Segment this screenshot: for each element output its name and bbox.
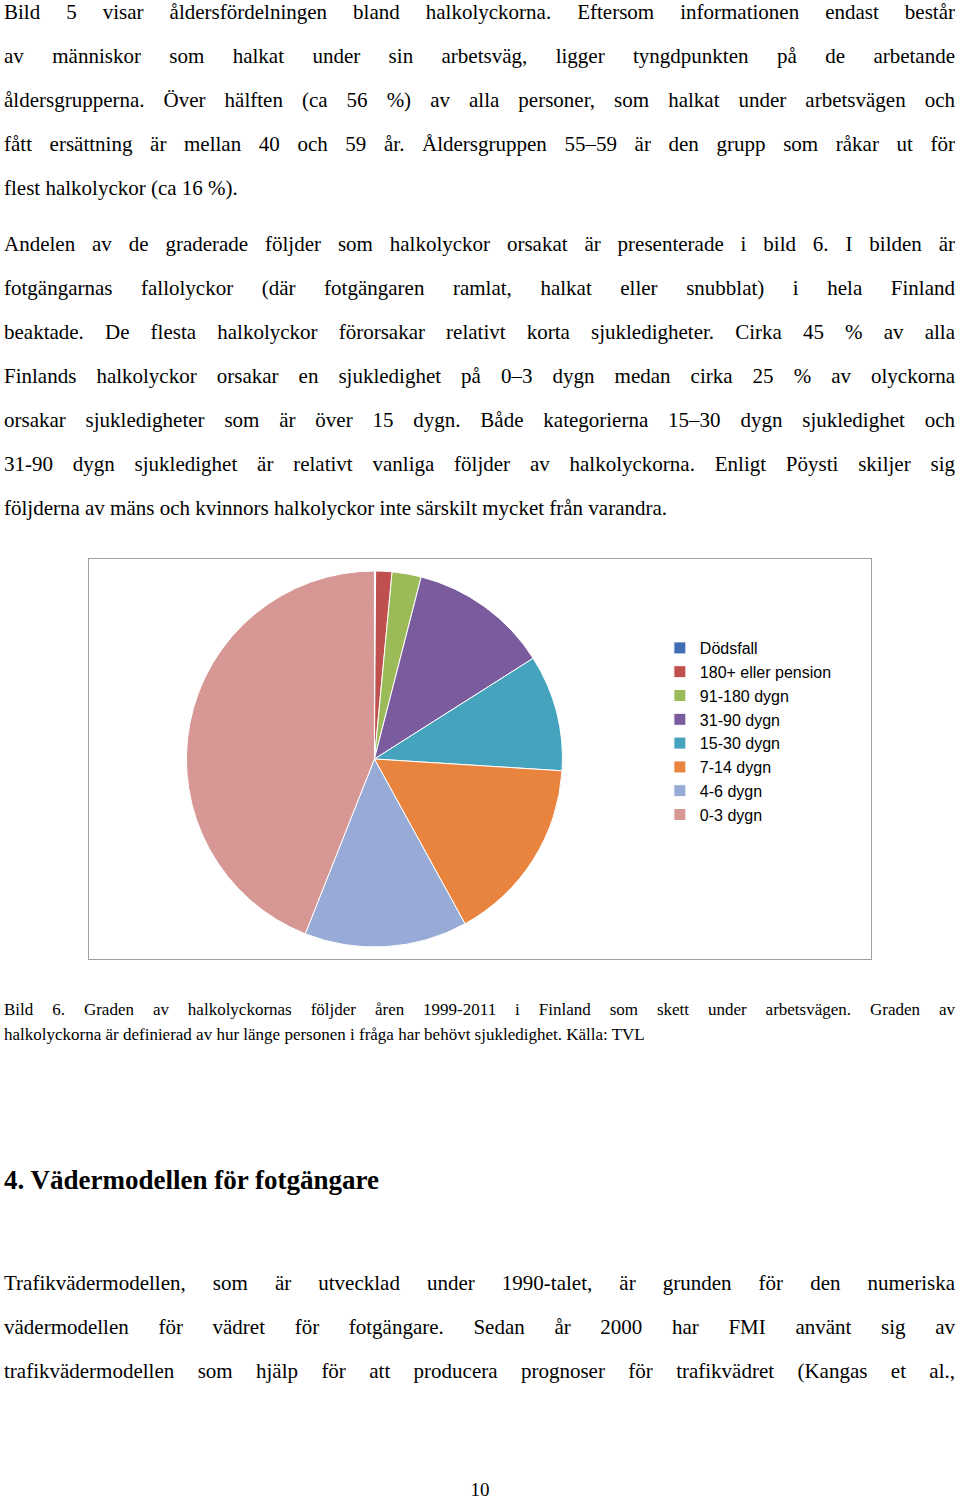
html-text:följderna av mäns och kvinnors: följderna av mäns och kvinnors halkolyck…: [4, 496, 667, 520]
html-text:fotgängarnas fallolyckor (där: fotgängarnas fallolyckor (där fotgängare…: [4, 276, 955, 300]
html-text:åldersgrupperna. Över hälften: åldersgrupperna. Över hälften (ca 56 %) …: [4, 88, 955, 112]
html-text:10: 10: [470, 1479, 490, 1499]
html-text:vädermodellen för vädret för f: vädermodellen för vädret för fotgängare.…: [4, 1315, 955, 1339]
html-text:orsakar sjukledigheter som är: orsakar sjukledigheter som är över 15 dy…: [4, 408, 955, 432]
svg-text:Dödsfall: Dödsfall: [700, 640, 758, 657]
svg-text:4-6 dygn: 4-6 dygn: [700, 783, 762, 800]
html-text:trafikvädermodellen som hjälp: trafikvädermodellen som hjälp för att pr…: [4, 1359, 955, 1383]
svg-text:180+ eller pension: 180+ eller pension: [700, 664, 831, 681]
html-text:fått ersättning är mellan 40 o: fått ersättning är mellan 40 och 59 år. …: [4, 132, 955, 156]
html-text:4. Vädermodellen för fotgängar: 4. Vädermodellen för fotgängare: [4, 1165, 379, 1195]
html-text:Bild 5 visar åldersfördelninge: Bild 5 visar åldersfördelningen bland ha…: [4, 0, 955, 24]
html-text:beaktade. De flesta halkolycko: beaktade. De flesta halkolyckor förorsak…: [4, 320, 955, 344]
svg-text:91-180 dygn: 91-180 dygn: [700, 688, 789, 705]
html-text:Finlands halkolyckor orsakar e: Finlands halkolyckor orsakar en sjukledi…: [4, 364, 955, 388]
html-text:31-90 dygn sjukledighet är rel: 31-90 dygn sjukledighet är relativt vanl…: [4, 452, 955, 476]
html-text:av människor som halkat under: av människor som halkat under sin arbets…: [4, 44, 955, 68]
html-text:Bild 6. Graden av halkolyckorn: Bild 6. Graden av halkolyckornas följder…: [4, 1000, 955, 1019]
html-text:Andelen av de graderade följde: Andelen av de graderade följder som halk…: [4, 232, 955, 256]
svg-text:7-14 dygn: 7-14 dygn: [700, 759, 771, 776]
svg-text:15-30 dygn: 15-30 dygn: [700, 735, 780, 752]
html-text:flest halkolyckor (ca 16 %).: flest halkolyckor (ca 16 %).: [4, 176, 238, 200]
html-text:halkolyckorna är definierad av: halkolyckorna är definierad av hur länge…: [4, 1025, 645, 1044]
html-text:Trafikvädermodellen, som är ut: Trafikvädermodellen, som är utvecklad un…: [4, 1271, 955, 1295]
svg-text:0-3 dygn: 0-3 dygn: [700, 807, 762, 824]
svg-text:31-90 dygn: 31-90 dygn: [700, 712, 780, 729]
